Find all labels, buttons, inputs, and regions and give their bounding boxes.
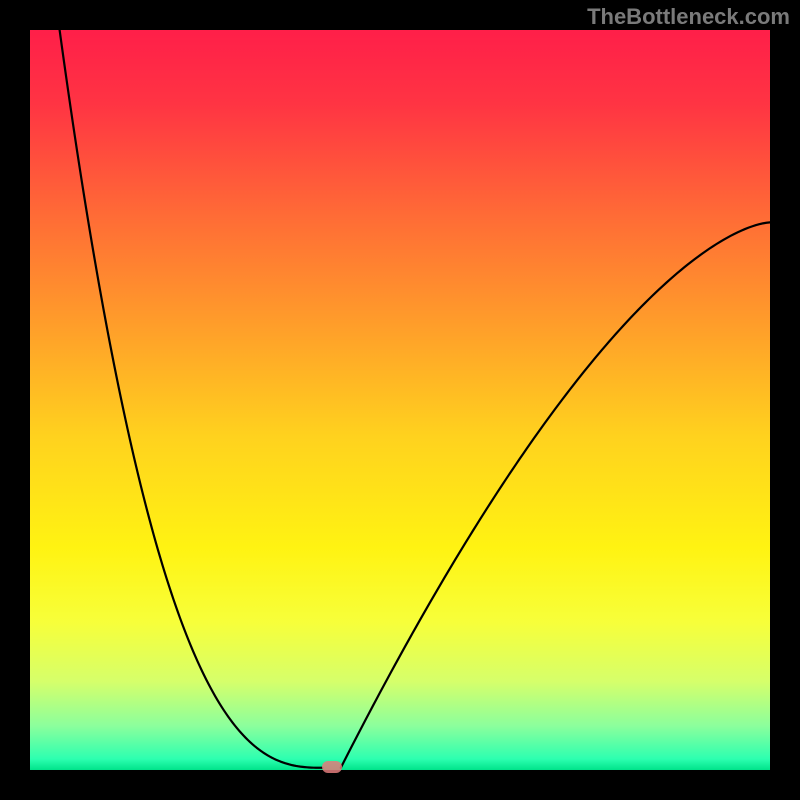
optimum-marker — [322, 761, 342, 773]
plot-area — [30, 30, 770, 770]
bottleneck-curve — [30, 30, 770, 770]
chart-frame: TheBottleneck.com — [0, 0, 800, 800]
watermark-text: TheBottleneck.com — [587, 4, 790, 30]
